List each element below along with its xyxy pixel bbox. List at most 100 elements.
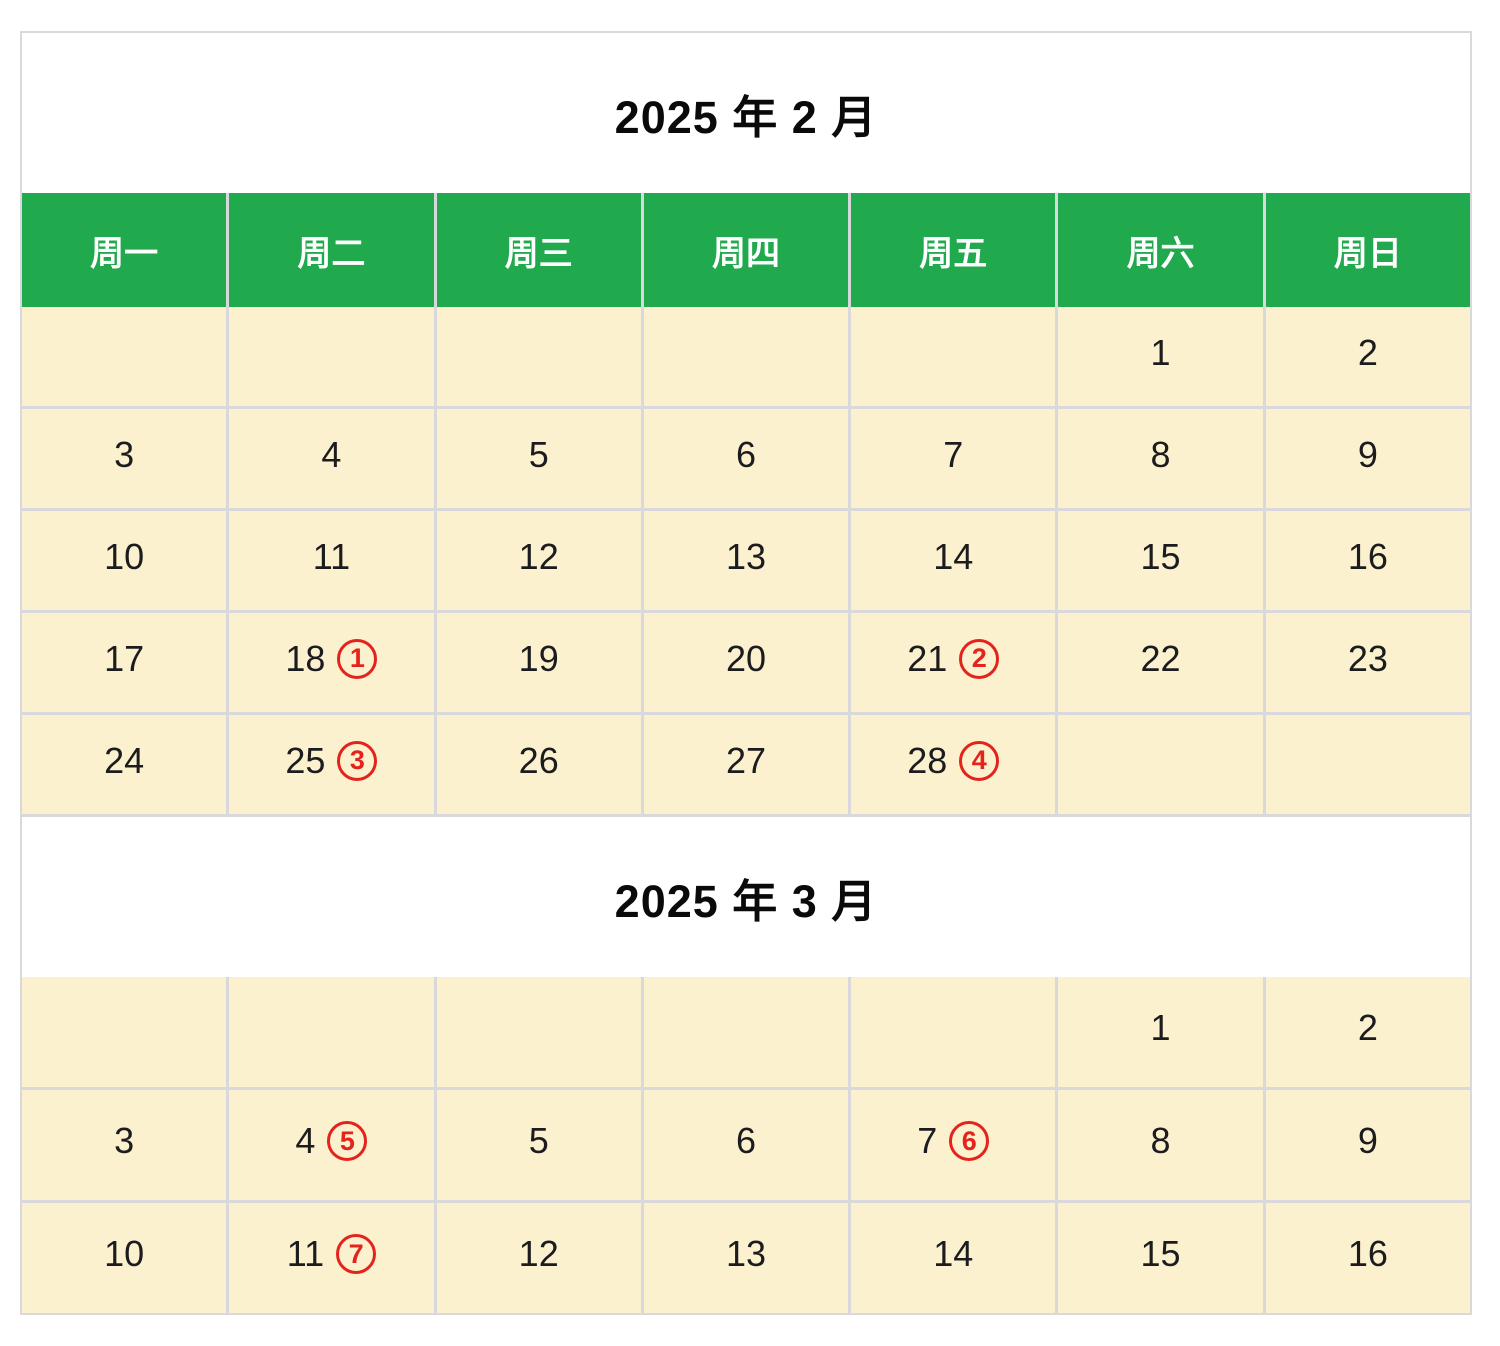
day-cell-empty [1058, 715, 1263, 814]
day-number: 9 [1357, 1120, 1378, 1161]
day-number: 5 [528, 433, 549, 475]
weekday-header-7: 周日 [1265, 193, 1470, 307]
day-number: 28 [907, 739, 948, 781]
day-cell-empty [1265, 715, 1470, 814]
day-cell-empty [229, 307, 434, 406]
day-cell-8: 8 [1058, 1090, 1263, 1200]
day-number: 2 [1357, 1007, 1378, 1048]
month-title: 2025 年 2 月 [614, 91, 878, 143]
circled-number-mark: 2 [959, 638, 1000, 679]
day-cell-18: 18 1 [229, 613, 434, 712]
circled-number-mark: 5 [327, 1121, 368, 1161]
day-cell-1: 1 [1058, 307, 1263, 406]
weekday-header-6: 周六 [1058, 193, 1263, 307]
month-title: 2025 年 3 月 [614, 875, 878, 927]
day-number: 6 [735, 433, 756, 475]
day-cell-4: 4 [229, 409, 434, 508]
day-number: 23 [1347, 637, 1388, 679]
day-number: 15 [1140, 1233, 1181, 1274]
day-number: 25 [285, 739, 326, 781]
day-number: 2 [1357, 331, 1378, 373]
day-cell-5: 5 [436, 1090, 641, 1200]
weekday-header-2: 周二 [229, 193, 434, 307]
day-number: 27 [725, 739, 767, 781]
day-cell-11: 11 [229, 511, 434, 610]
day-cell-empty [22, 307, 227, 406]
day-number: 8 [1150, 433, 1171, 475]
day-cell-empty [643, 307, 849, 406]
day-number: 19 [518, 637, 559, 679]
day-cell-9: 9 [1265, 1090, 1470, 1200]
weekday-header-5: 周五 [851, 193, 1056, 307]
circled-number-mark: 6 [949, 1121, 990, 1161]
day-cell-21: 21 2 [851, 613, 1056, 712]
month-title-block: 2025 年 3 月 [22, 817, 1470, 977]
weekday-header-4: 周四 [643, 193, 849, 307]
day-number: 13 [725, 535, 767, 577]
days-grid: 1 2 3 4 5 5 6 7 6 8 9 10 11 7 12 13 14 15 16 [22, 977, 1470, 1313]
day-cell-2: 2 [1265, 307, 1470, 406]
day-cell-empty [643, 977, 849, 1087]
month-title-block: 2025 年 2 月 [22, 33, 1470, 193]
weekday-header-3: 周三 [436, 193, 641, 307]
day-number: 5 [528, 1120, 549, 1161]
calendar-container: 2025 年 2 月 周一 周二 周三 周四 周五 周六 周日 1 2 3 4 5 6 7 8 9 10 11 1… [20, 31, 1472, 1315]
day-cell-26: 26 [436, 715, 641, 814]
day-cell-20: 20 [643, 613, 849, 712]
day-cell-27: 27 [643, 715, 849, 814]
day-number: 3 [114, 433, 135, 475]
day-number: 3 [114, 1120, 135, 1161]
day-number: 26 [518, 739, 559, 781]
day-cell-19: 19 [436, 613, 641, 712]
day-number: 24 [104, 739, 145, 781]
day-cell-16: 16 [1265, 511, 1470, 610]
day-cell-empty [851, 977, 1056, 1087]
day-cell-16: 16 [1265, 1203, 1470, 1313]
day-cell-5: 5 [436, 409, 641, 508]
day-cell-22: 22 [1058, 613, 1263, 712]
days-grid: 1 2 3 4 5 6 7 8 9 10 11 12 13 14 15 16 17 18 1 19 20 21 2 22 23 2… [22, 307, 1470, 814]
circled-number-mark: 7 [336, 1234, 377, 1274]
day-cell-2: 2 [1265, 977, 1470, 1087]
day-cell-13: 13 [643, 511, 849, 610]
day-number: 10 [104, 535, 145, 577]
day-cell-9: 9 [1265, 409, 1470, 508]
day-number: 15 [1140, 535, 1181, 577]
day-number: 22 [1140, 637, 1181, 679]
day-number: 8 [1150, 1120, 1171, 1161]
day-number: 4 [321, 433, 342, 475]
weekday-header-1: 周一 [22, 193, 227, 307]
circled-number-mark: 3 [337, 740, 378, 781]
day-number: 9 [1357, 433, 1378, 475]
day-cell-28: 28 4 [851, 715, 1056, 814]
day-number: 4 [295, 1120, 316, 1161]
day-cell-14: 14 [851, 511, 1056, 610]
day-cell-1: 1 [1058, 977, 1263, 1087]
day-number: 21 [907, 637, 948, 679]
day-number: 12 [518, 1233, 559, 1274]
day-number: 11 [286, 1233, 325, 1274]
day-cell-10: 10 [22, 1203, 227, 1313]
day-number: 12 [518, 535, 559, 577]
day-number: 14 [933, 535, 974, 577]
day-cell-8: 8 [1058, 409, 1263, 508]
day-number: 6 [735, 1120, 756, 1161]
day-cell-24: 24 [22, 715, 227, 814]
day-number: 16 [1347, 1233, 1388, 1274]
day-number: 1 [1150, 1007, 1171, 1048]
day-cell-empty [22, 977, 227, 1087]
day-cell-empty [851, 307, 1056, 406]
day-cell-3: 3 [22, 1090, 227, 1200]
weekday-header-row: 周一 周二 周三 周四 周五 周六 周日 [22, 193, 1470, 307]
day-cell-13: 13 [643, 1203, 849, 1313]
day-cell-23: 23 [1265, 613, 1470, 712]
day-number: 18 [285, 637, 326, 679]
day-number: 10 [104, 1233, 145, 1274]
day-cell-6: 6 [643, 1090, 849, 1200]
day-cell-12: 12 [436, 1203, 641, 1313]
day-number: 20 [725, 637, 767, 679]
day-number: 11 [312, 535, 351, 577]
day-number: 17 [104, 637, 145, 679]
